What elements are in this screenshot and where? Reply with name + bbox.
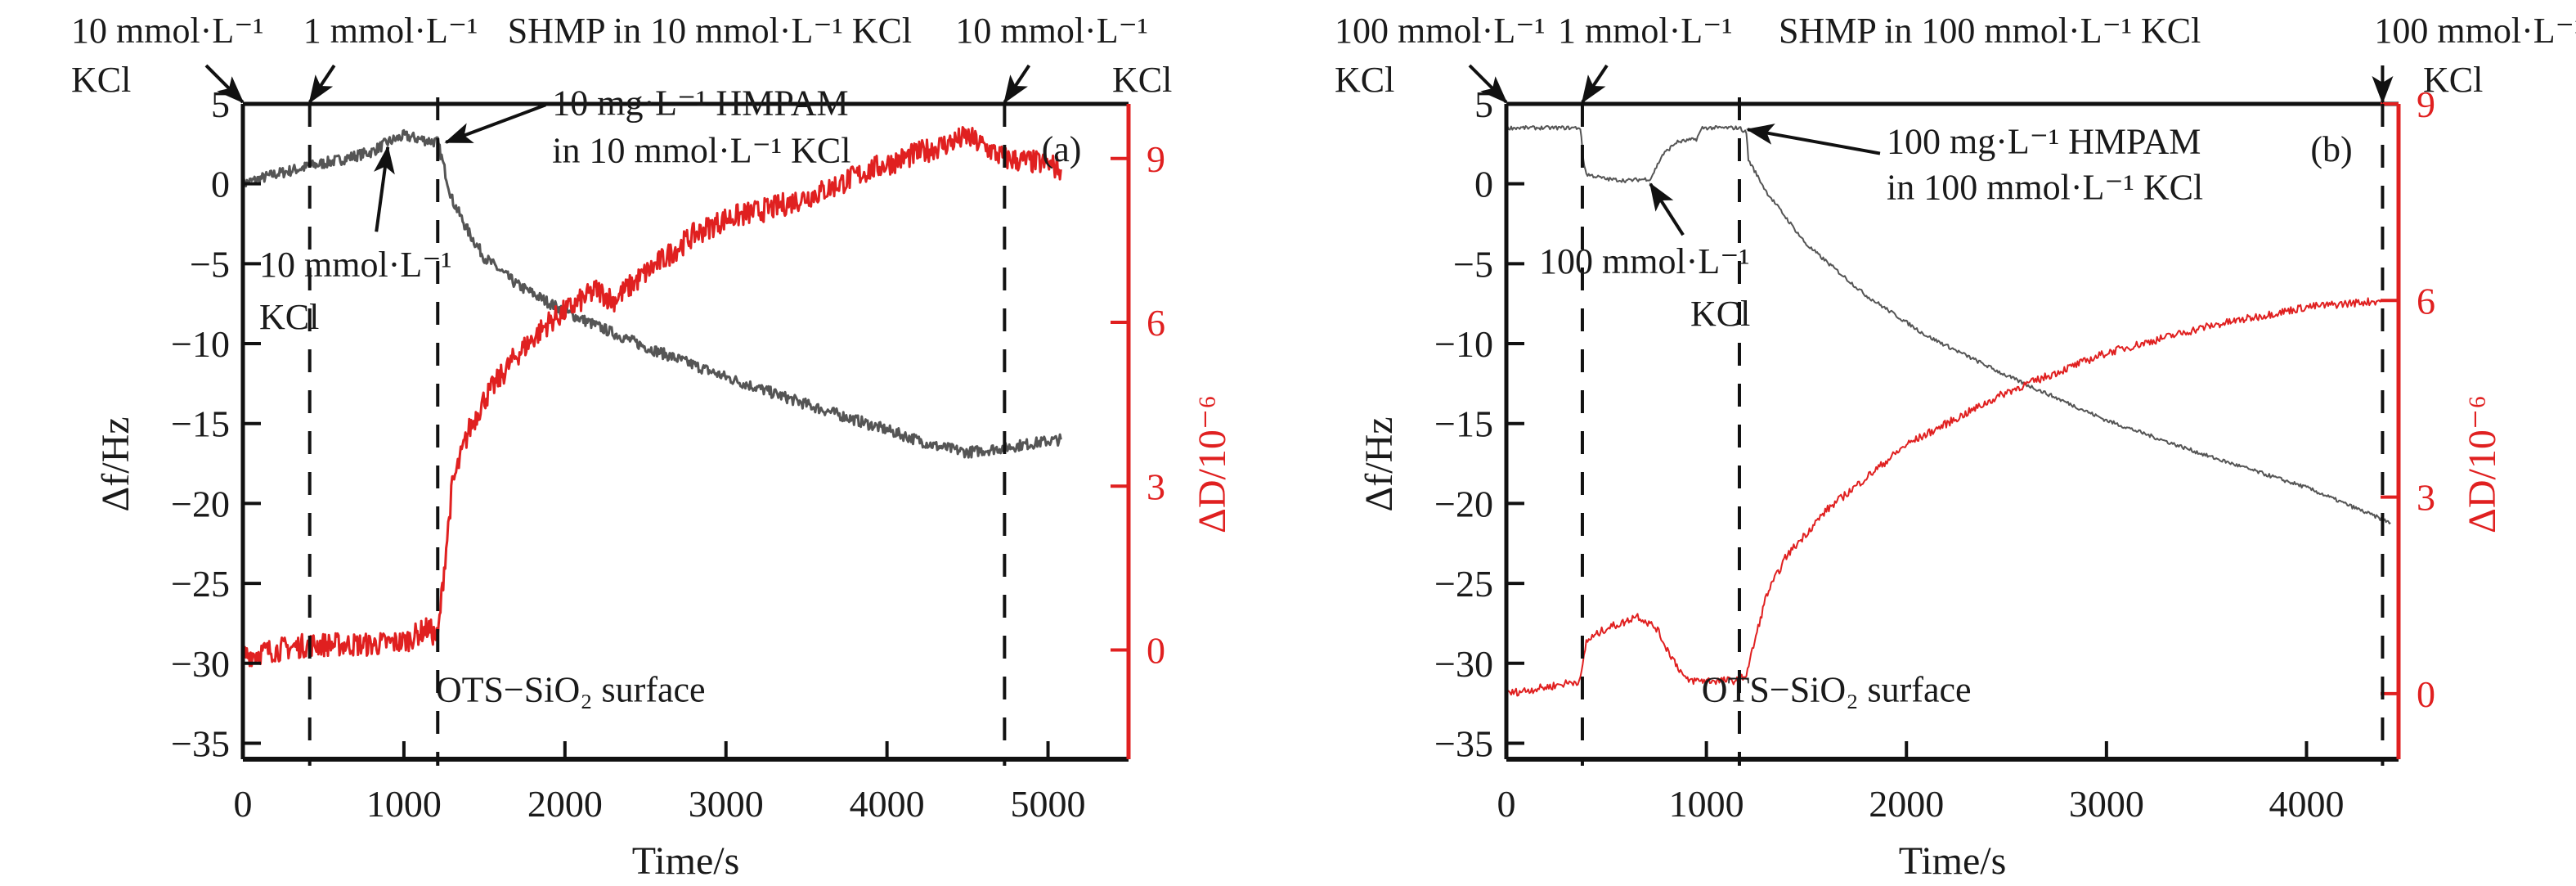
y2-tick-label: 3: [1147, 465, 1165, 507]
x-axis-title: Time/s: [632, 839, 740, 883]
y-tick-label: −15: [1434, 403, 1493, 445]
y-tick-label: −25: [1434, 563, 1493, 605]
event-label-line1: 10 mmol·L⁻¹: [71, 11, 264, 51]
x-tick-label: 5000: [1011, 783, 1086, 825]
y-tick-label: −20: [171, 483, 230, 524]
y-tick-label: −20: [1434, 483, 1493, 524]
event-label-line2: KCl: [71, 60, 131, 100]
x-tick-label: 3000: [2069, 783, 2144, 825]
y-tick-label: 5: [1474, 83, 1493, 125]
y-tick-label: −35: [1434, 722, 1493, 764]
panel-a: 0 1000 2000 3000 4000 5000 5 0 −5 −10 −15 −20 −25 −30…: [71, 11, 1234, 883]
y2-tick-label: 9: [2417, 83, 2435, 125]
event-label-line1: 100 mmol·L⁻¹: [2374, 11, 2576, 51]
y2-tick-label: 0: [1147, 630, 1165, 672]
inner-annotation-line1: 10 mmol·L⁻¹: [259, 245, 452, 285]
y2-tick-label: 6: [2417, 280, 2435, 322]
event-label-line2: SHMP in 100 mmol·L⁻¹ KCl: [1779, 11, 2201, 51]
y-tick-label: −35: [171, 722, 230, 764]
series-frequency-line: [241, 128, 1062, 459]
event-arrow: [308, 64, 336, 104]
x-tick-label: 2000: [1869, 783, 1944, 825]
event-label-line1: 1 mmol·L⁻¹: [303, 11, 478, 51]
inner-annotation-line2: KCl: [259, 297, 319, 337]
x-tick-label: 0: [1497, 783, 1516, 825]
y-axis-title: Δf/Hz: [1358, 416, 1401, 511]
y-tick-label: −5: [1453, 243, 1493, 285]
y2-tick-label: 3: [2417, 477, 2435, 519]
y2-axis-title: ΔD/10⁻⁶: [1191, 395, 1234, 533]
y-tick-label: −25: [171, 563, 230, 605]
event-arrow: [1003, 64, 1031, 104]
event-label-line2: KCl: [1335, 60, 1394, 100]
event-arrow: [1581, 64, 1609, 104]
series-dissipation-line: [241, 126, 1062, 668]
panel-b: 0 1000 2000 3000 400050−5−10−15−20−25−30−350…: [1335, 11, 2576, 883]
inner-annotation-arrow: [374, 145, 395, 232]
inner-annotation-line1: 100 mmol·L⁻¹: [1539, 241, 1750, 281]
inner-annotation-arrow: [1649, 182, 1685, 236]
hmpam-annotation-line2: in 10 mmol·L⁻¹ KCl: [552, 130, 850, 170]
event-label-line1: 100 mmol·L⁻¹: [1335, 11, 1546, 51]
hmpam-annotation-line1: 100 mg·L⁻¹ HMPAM: [1887, 122, 2201, 162]
y-tick-label: −10: [171, 323, 230, 365]
x-tick-label: 1000: [1669, 783, 1744, 825]
x-tick-label: 4000: [2269, 783, 2344, 825]
series-dissipation-line: [1506, 297, 2383, 697]
x-tick-label: 1000: [366, 783, 442, 825]
series-frequency-line: [1506, 125, 2391, 524]
x-tick-label: 4000: [850, 783, 925, 825]
y-tick-label: −30: [1434, 643, 1493, 685]
event-label-line1: 10 mmol·L⁻¹: [955, 11, 1148, 51]
y2-tick-label: 9: [1147, 138, 1165, 180]
event-arrow: [1468, 64, 1508, 104]
y-axis-title: Δf/Hz: [94, 416, 137, 511]
event-label-line2: KCl: [2423, 60, 2483, 100]
inner-annotation-line2: KCl: [1690, 294, 1750, 334]
surface-label: OTS−SiO₂ surface: [436, 670, 706, 710]
y-tick-label: 5: [211, 83, 230, 125]
x-tick-label: 3000: [689, 783, 764, 825]
y-tick-label: −10: [1434, 323, 1493, 365]
event-label-line1: 1 mmol·L⁻¹: [1558, 11, 1733, 51]
y-tick-label: −30: [171, 643, 230, 685]
y-tick-label: 0: [1474, 164, 1493, 205]
y2-axis-title: ΔD/10⁻⁶: [2461, 395, 2504, 533]
surface-label: OTS−SiO₂ surface: [1702, 670, 1972, 710]
panel-label: (a): [1042, 129, 1082, 169]
x-tick-label: 2000: [527, 783, 603, 825]
event-label-line2: KCl: [1112, 60, 1172, 100]
event-arrow: [204, 64, 245, 104]
panel-label: (b): [2310, 129, 2352, 169]
event-label-line2: SHMP in 10 mmol·L⁻¹ KCl: [508, 11, 912, 51]
y-tick-label: 0: [211, 164, 230, 205]
hmpam-arrow: [1746, 124, 1881, 155]
y-tick-label: −15: [171, 403, 230, 445]
y-tick-label: −5: [190, 243, 230, 285]
hmpam-annotation-line2: in 100 mmol·L⁻¹ KCl: [1887, 168, 2203, 208]
x-tick-label: 0: [234, 783, 253, 825]
hmpam-annotation-line1: 10 mg·L⁻¹ HMPAM: [552, 83, 848, 123]
hmpam-arrow: [444, 103, 546, 144]
x-axis-title: Time/s: [1899, 839, 2007, 883]
y2-tick-label: 6: [1147, 302, 1165, 344]
y2-tick-label: 0: [2417, 673, 2435, 715]
